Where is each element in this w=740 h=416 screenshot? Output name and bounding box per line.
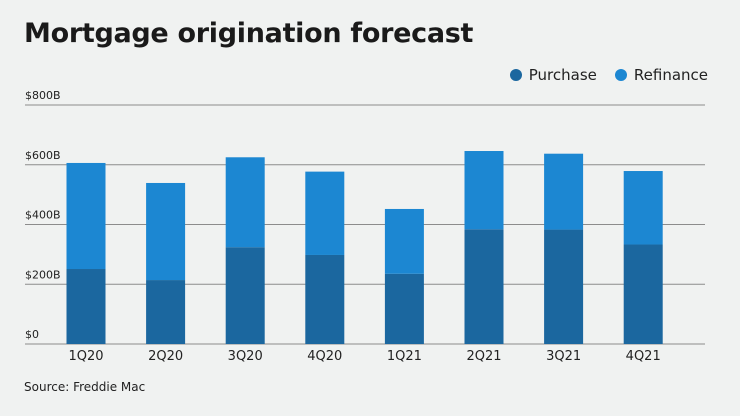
x-tick-label: 1Q20 bbox=[68, 349, 103, 364]
y-tick-label: $600B bbox=[25, 149, 61, 162]
x-tick-label: 3Q20 bbox=[228, 349, 263, 364]
x-tick-label: 2Q21 bbox=[466, 349, 501, 364]
bar-refinance-2Q20 bbox=[146, 182, 186, 281]
legend-label-purchase: Purchase bbox=[528, 66, 597, 84]
bar-refinance-1Q21 bbox=[384, 208, 424, 274]
x-tick-label: 1Q21 bbox=[387, 349, 422, 364]
bar-refinance-3Q20 bbox=[225, 157, 265, 248]
bar-purchase-2Q21 bbox=[464, 229, 504, 344]
bar-purchase-4Q20 bbox=[305, 254, 345, 344]
legend-swatch-refinance bbox=[614, 69, 627, 81]
bar-purchase-4Q21 bbox=[623, 244, 663, 344]
y-tick-label: $0 bbox=[25, 328, 39, 341]
x-tick-label: 4Q20 bbox=[307, 349, 342, 364]
x-tick-label: 2Q20 bbox=[148, 349, 183, 364]
bar-refinance-4Q21 bbox=[623, 171, 663, 245]
legend-label-refinance: Refinance bbox=[633, 66, 708, 84]
bar-purchase-1Q21 bbox=[384, 273, 424, 344]
bar-refinance-1Q20 bbox=[66, 162, 106, 270]
bar-purchase-3Q20 bbox=[225, 247, 265, 344]
bar-purchase-2Q20 bbox=[146, 280, 186, 344]
legend-item-refinance: Refinance bbox=[614, 66, 708, 84]
bar-purchase-1Q20 bbox=[66, 269, 106, 344]
legend: Purchase Refinance bbox=[509, 66, 708, 84]
legend-item-purchase: Purchase bbox=[509, 66, 597, 84]
bar-refinance-4Q20 bbox=[305, 171, 345, 255]
bar-refinance-3Q21 bbox=[544, 153, 584, 230]
y-tick-label: $200B bbox=[25, 268, 61, 281]
source-note: Source: Freddie Mac bbox=[24, 380, 146, 394]
x-tick-label: 3Q21 bbox=[546, 349, 581, 364]
y-tick-label: $400B bbox=[25, 209, 61, 222]
x-tick-label: 4Q21 bbox=[626, 349, 661, 364]
chart-title: Mortgage origination forecast bbox=[24, 18, 474, 49]
legend-swatch-purchase bbox=[509, 69, 522, 81]
bar-refinance-2Q21 bbox=[464, 151, 504, 230]
y-tick-label: $800B bbox=[25, 89, 61, 102]
bar-purchase-3Q21 bbox=[544, 229, 584, 344]
